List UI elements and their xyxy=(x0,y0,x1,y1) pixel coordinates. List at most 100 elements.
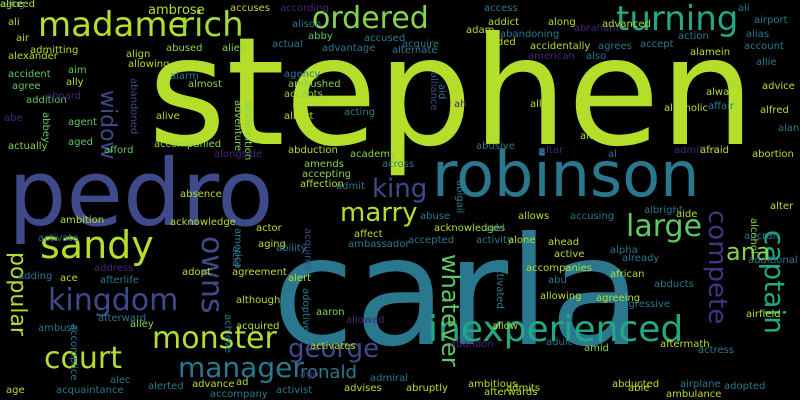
cloud-word: amends xyxy=(304,159,344,170)
cloud-word: agreeing xyxy=(596,293,641,304)
cloud-word: accidentally xyxy=(530,41,591,52)
cloud-word: inexperienced xyxy=(428,309,684,350)
cloud-word: amid xyxy=(584,343,609,354)
cloud-word: align xyxy=(126,49,151,60)
cloud-word: manager xyxy=(178,351,304,384)
cloud-word: alcoholic xyxy=(664,103,709,114)
cloud-word: almost xyxy=(188,79,222,90)
cloud-word: accompanies xyxy=(526,263,592,274)
cloud-word: abruptly xyxy=(406,383,448,394)
cloud-word: acquaintance xyxy=(56,385,124,396)
cloud-word: whatever xyxy=(436,254,464,367)
cloud-word: alive xyxy=(156,111,180,122)
cloud-word: accident xyxy=(8,69,51,80)
cloud-word: widow xyxy=(95,90,120,160)
cloud-word: allow xyxy=(492,321,518,332)
cloud-word: large xyxy=(626,209,703,244)
cloud-word: action xyxy=(678,31,709,42)
cloud-word: advice xyxy=(762,81,795,92)
cloud-word: actress xyxy=(698,345,735,356)
cloud-word: always xyxy=(706,87,741,98)
cloud-word: alpha xyxy=(610,245,638,256)
cloud-word: monster xyxy=(152,321,277,356)
cloud-word: ammunition xyxy=(242,100,253,161)
cloud-word: alien xyxy=(222,43,247,54)
cloud-word: also xyxy=(586,51,607,62)
cloud-word: marry xyxy=(340,198,418,228)
cloud-word: abduction xyxy=(288,145,338,156)
cloud-word: accuses xyxy=(230,3,271,14)
cloud-word: alarm xyxy=(170,71,199,82)
cloud-word: admitting xyxy=(30,45,79,56)
cloud-word: alongside xyxy=(214,149,263,160)
cloud-word: additional xyxy=(748,255,798,266)
cloud-word: ahead xyxy=(548,237,580,248)
cloud-word: abandon xyxy=(450,339,494,350)
cloud-word: al xyxy=(608,149,617,160)
cloud-word: alan xyxy=(778,123,800,134)
cloud-word: agrees xyxy=(598,41,632,52)
cloud-word: ronald xyxy=(300,362,357,383)
cloud-word: activates xyxy=(310,341,356,352)
cloud-word: afford xyxy=(104,145,134,156)
cloud-word: alley xyxy=(130,319,154,330)
cloud-word: alamein xyxy=(690,47,731,58)
cloud-word: ad xyxy=(236,377,249,388)
cloud-word: afterward xyxy=(98,313,147,324)
cloud-word: addict xyxy=(488,17,520,28)
cloud-word: achieve xyxy=(222,314,233,353)
cloud-word: ordered xyxy=(312,1,429,36)
cloud-word: allows xyxy=(518,211,550,222)
cloud-word: air xyxy=(16,33,30,44)
cloud-word: alfred xyxy=(760,105,789,116)
cloud-word: ambrose xyxy=(148,3,205,18)
cloud-word: alias xyxy=(746,29,770,40)
cloud-word: aang xyxy=(0,0,25,10)
cloud-word: admits xyxy=(506,383,541,394)
cloud-word: age xyxy=(6,385,25,396)
cloud-word: turning xyxy=(616,0,739,39)
cloud-word: advanced xyxy=(602,19,651,30)
cloud-word: advantage xyxy=(322,43,376,54)
cloud-word: accompany xyxy=(210,389,268,400)
cloud-word: alternate xyxy=(392,45,438,56)
cloud-word: accepts xyxy=(284,89,323,100)
cloud-word: ambushed xyxy=(288,79,341,90)
cloud-word: allowing xyxy=(128,59,170,70)
cloud-word: aboard xyxy=(46,91,82,102)
cloud-word: able xyxy=(628,383,650,394)
cloud-word: alison xyxy=(292,19,322,30)
cloud-word: ability xyxy=(276,243,307,254)
cloud-word: rich xyxy=(180,5,244,45)
cloud-word: agreed xyxy=(0,0,36,10)
cloud-word: aging xyxy=(258,239,286,250)
cloud-word: ali xyxy=(8,17,20,28)
cloud-word: airport xyxy=(754,15,788,26)
cloud-word: act xyxy=(0,0,16,10)
cloud-word: access xyxy=(484,3,518,14)
cloud-word: abu xyxy=(548,275,567,286)
cloud-word: alerted xyxy=(148,381,184,392)
cloud-word: actor xyxy=(256,223,282,234)
cloud-word: agreement xyxy=(232,267,287,278)
cloud-word: ambush xyxy=(38,323,79,334)
cloud-word: acknowledge xyxy=(170,217,236,228)
cloud-word: academy xyxy=(350,149,396,160)
cloud-word: airplane xyxy=(680,379,721,390)
cloud-word: accepting xyxy=(302,169,352,180)
cloud-word: alter xyxy=(770,201,794,212)
cloud-word: abandoning xyxy=(500,29,560,40)
cloud-word: allen xyxy=(530,99,555,110)
cloud-word: aircraft xyxy=(744,231,780,242)
cloud-word: addition xyxy=(26,95,67,106)
cloud-word: adam xyxy=(466,25,495,36)
cloud-word: advises xyxy=(344,383,382,394)
cloud-word: abortion xyxy=(752,149,794,160)
cloud-word: acquire xyxy=(402,39,440,50)
cloud-word: ambulance xyxy=(666,389,722,400)
cloud-word: activated xyxy=(494,262,505,309)
cloud-word: ambitious xyxy=(468,379,518,390)
cloud-word: robinson xyxy=(432,138,700,211)
cloud-word: america xyxy=(232,228,243,269)
